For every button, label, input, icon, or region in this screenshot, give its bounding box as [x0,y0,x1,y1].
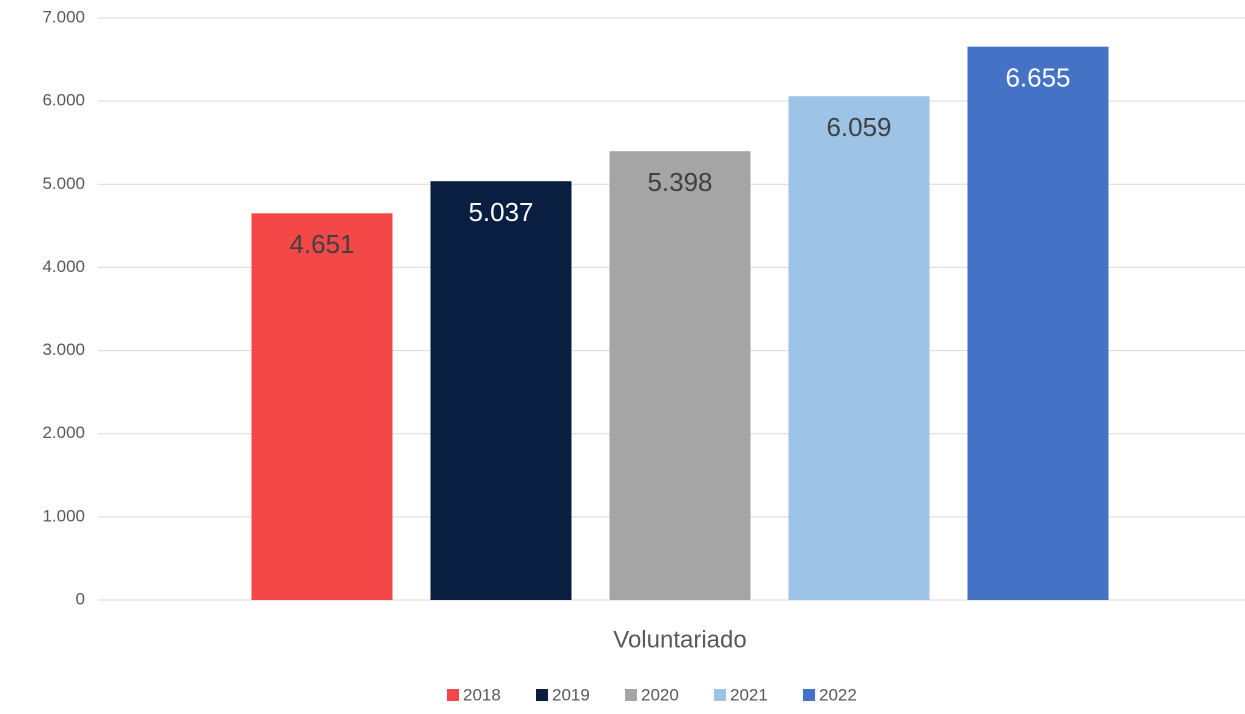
legend-label: 2020 [641,685,679,704]
y-tick-label: 6.000 [42,91,85,110]
y-tick-label: 3.000 [42,340,85,359]
legend-swatch [714,689,726,701]
y-tick-label: 2.000 [42,423,85,442]
bar [788,96,930,600]
y-tick-label: 1.000 [42,506,85,525]
legend-label: 2019 [552,685,590,704]
y-tick-label: 5.000 [42,174,85,193]
legend-swatch [536,689,548,701]
legend-label: 2022 [819,685,857,704]
data-label: 6.059 [826,112,891,142]
bar [609,151,751,600]
data-label: 5.398 [647,167,712,197]
legend-label: 2021 [730,685,768,704]
y-tick-label: 4.000 [42,257,85,276]
bar [967,46,1109,601]
data-label: 4.651 [289,229,354,259]
data-label: 5.037 [468,197,533,227]
y-tick-label: 0 [76,589,85,608]
legend-swatch [447,689,459,701]
y-tick-label: 7.000 [42,7,85,26]
legend-swatch [803,689,815,701]
legend-swatch [625,689,637,701]
data-label: 6.655 [1005,63,1070,93]
legend-label: 2018 [463,685,501,704]
x-tick-label: Voluntariado [613,626,746,653]
bar [430,181,572,601]
bar [251,213,393,601]
